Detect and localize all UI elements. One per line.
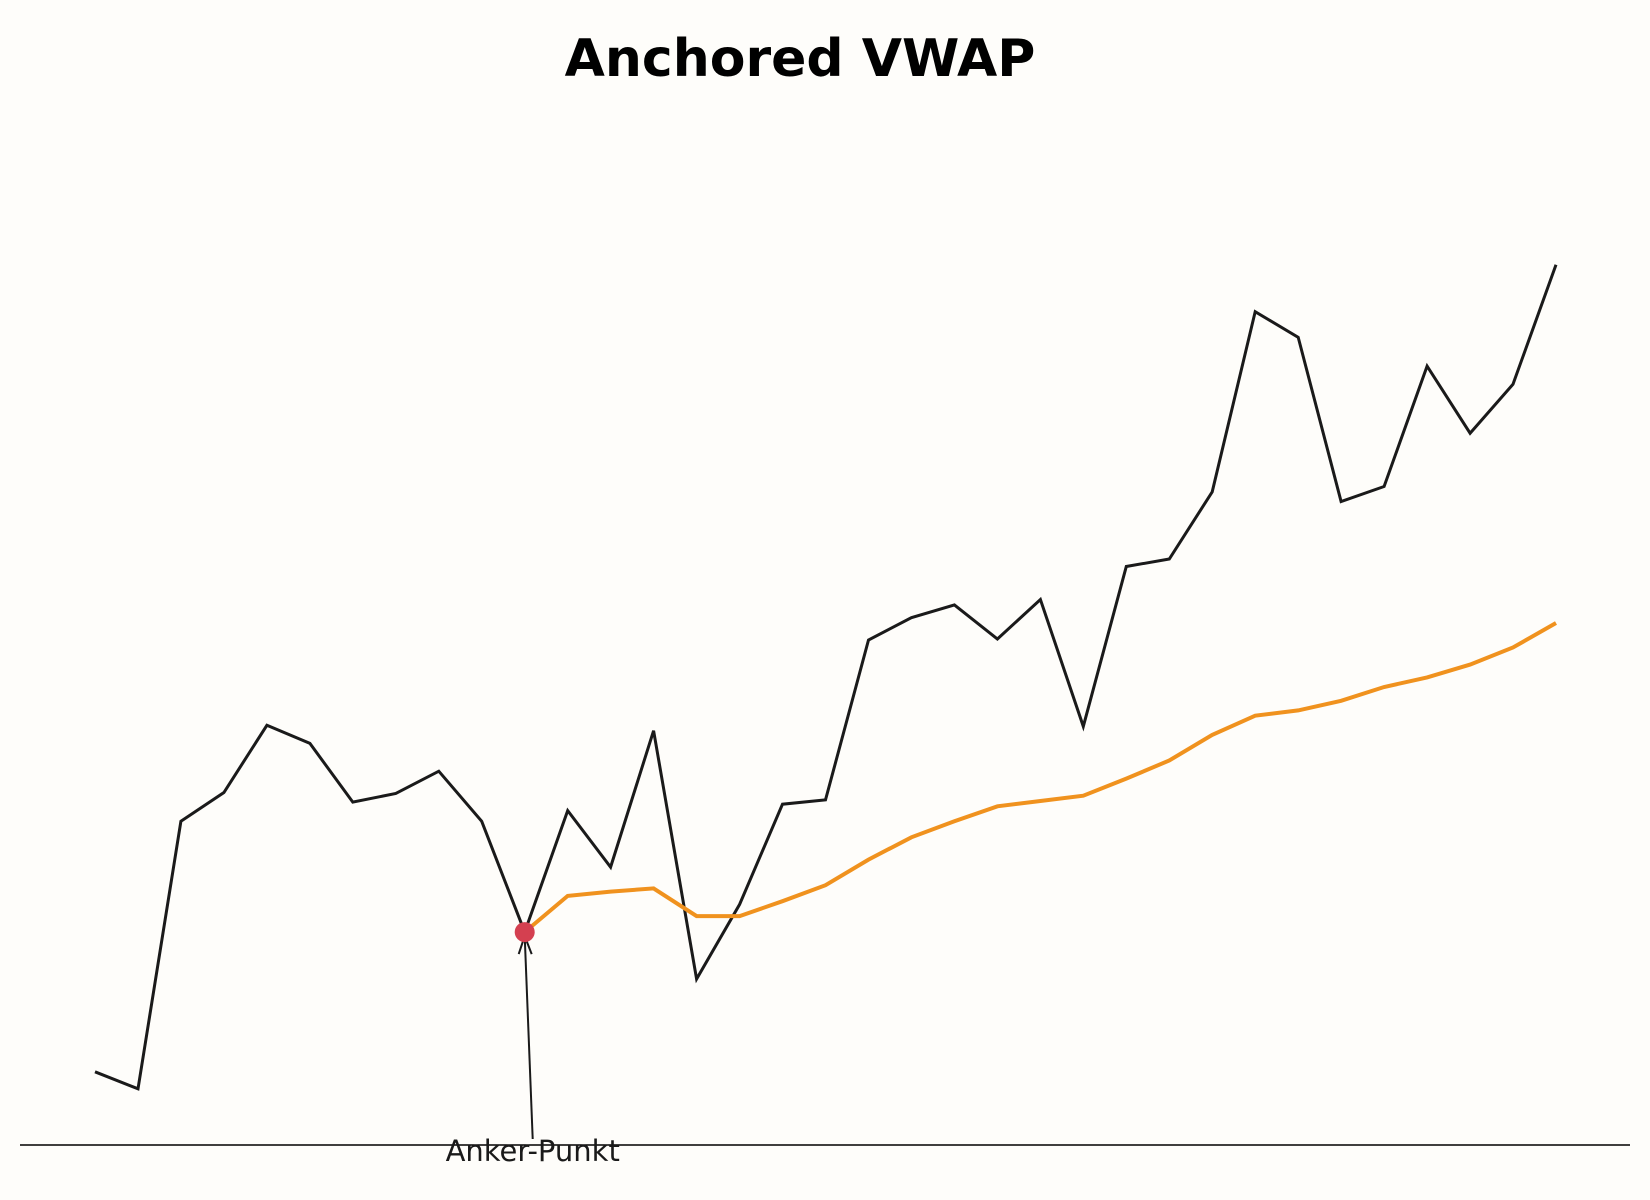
- vwap-line: [523, 621, 1557, 934]
- anchor-label: Anker-Punkt: [446, 1134, 620, 1168]
- price-line: [94, 264, 1558, 1091]
- anchor-point: [514, 922, 535, 943]
- annotation-layer: Anker-Punkt: [446, 922, 620, 1168]
- chart-title: Anchored VWAP: [565, 29, 1036, 89]
- anchor-arrow-line: [523, 936, 534, 1140]
- series-layer: [94, 264, 1558, 1091]
